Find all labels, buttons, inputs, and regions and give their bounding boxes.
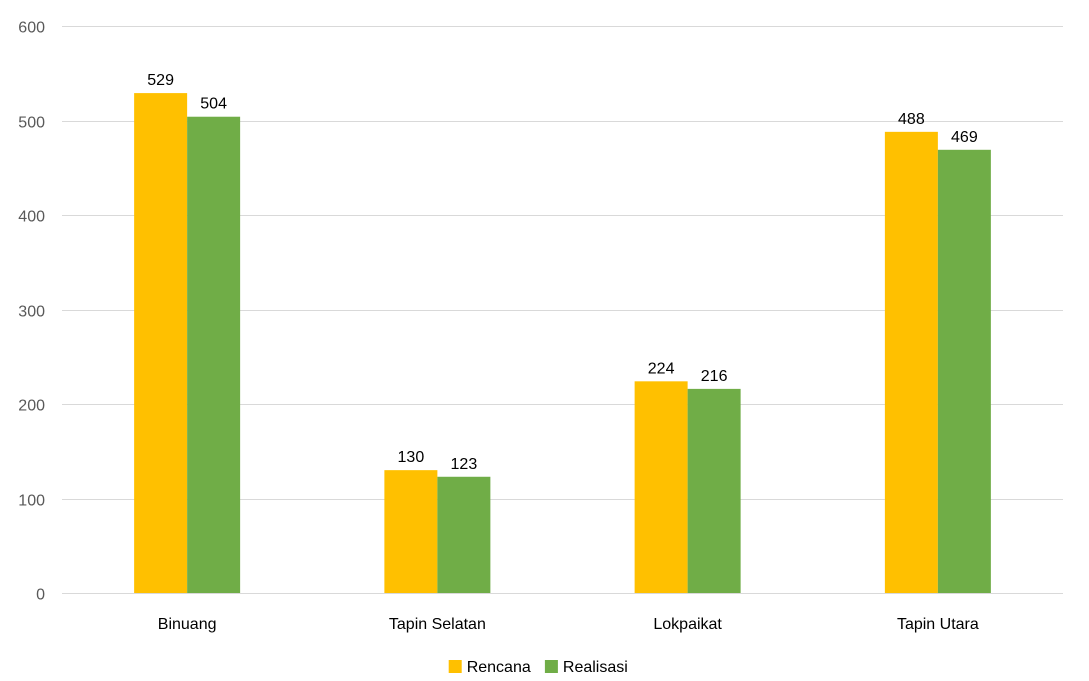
bar-rencana [134, 93, 188, 593]
category-label: Lokpaikat [653, 616, 722, 633]
y-tick-label: 600 [18, 20, 45, 37]
legend: Rencana Realisasi [448, 659, 628, 676]
category-label: Binuang [158, 616, 217, 633]
data-label: 224 [648, 360, 675, 377]
bar-realisasi [187, 116, 241, 593]
legend-swatch-rencana [448, 660, 462, 673]
data-label: 529 [147, 72, 174, 89]
category-label: Tapin Selatan [389, 616, 486, 633]
y-axis-ticks: 0 100 200 300 400 500 600 [18, 20, 45, 604]
y-tick-label: 0 [36, 587, 45, 604]
data-label: 123 [451, 456, 478, 473]
data-label: 216 [701, 368, 728, 385]
data-label: 469 [951, 129, 978, 146]
x-axis-categories: Binuang Tapin Selatan Lokpaikat Tapin Utara [158, 616, 979, 633]
data-label: 504 [200, 96, 227, 113]
data-labels: 529 504 130 123 224 216 488 469 [147, 72, 978, 473]
bar-rencana [634, 381, 688, 593]
bar-realisasi [937, 149, 991, 594]
data-label: 130 [398, 449, 425, 466]
bars [134, 93, 991, 594]
data-label: 488 [898, 111, 925, 128]
category-label: Tapin Utara [897, 616, 979, 633]
bar-realisasi [437, 476, 491, 593]
y-tick-label: 500 [18, 115, 45, 132]
y-tick-label: 100 [18, 493, 45, 510]
y-tick-label: 300 [18, 304, 45, 321]
y-tick-label: 400 [18, 209, 45, 226]
bar-realisasi [687, 388, 741, 593]
bar-rencana [384, 470, 438, 593]
legend-label-realisasi: Realisasi [563, 659, 628, 676]
legend-swatch-realisasi [544, 660, 558, 673]
y-tick-label: 200 [18, 398, 45, 415]
bar-rencana [884, 131, 938, 593]
legend-label-rencana: Rencana [467, 659, 531, 676]
